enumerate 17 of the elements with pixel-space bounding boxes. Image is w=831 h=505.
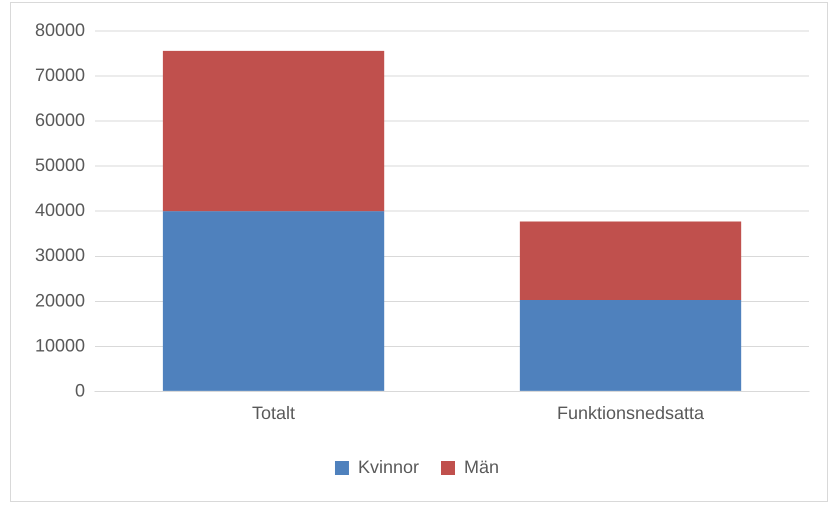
y-tick-label: 60000 [34, 110, 86, 130]
bar [520, 300, 742, 391]
y-tick-label: 40000 [34, 200, 86, 220]
bar [162, 50, 384, 212]
legend-label: Män [464, 456, 500, 477]
bar [162, 211, 384, 391]
legend-label: Kvinnor [358, 456, 420, 477]
y-tick-label: 30000 [34, 245, 86, 266]
y-tick-label: 20000 [34, 290, 86, 310]
y-tick-label: 10000 [34, 335, 86, 356]
y-tick-label: 0 [75, 380, 86, 400]
x-tick-label: Totalt [252, 403, 296, 424]
y-tick-label: 50000 [34, 155, 86, 176]
bar [520, 222, 742, 300]
y-tick-label: 80000 [34, 20, 86, 40]
y-tick-label: 70000 [34, 65, 86, 86]
x-tick-label: Funktionsnedsatta [556, 403, 706, 424]
